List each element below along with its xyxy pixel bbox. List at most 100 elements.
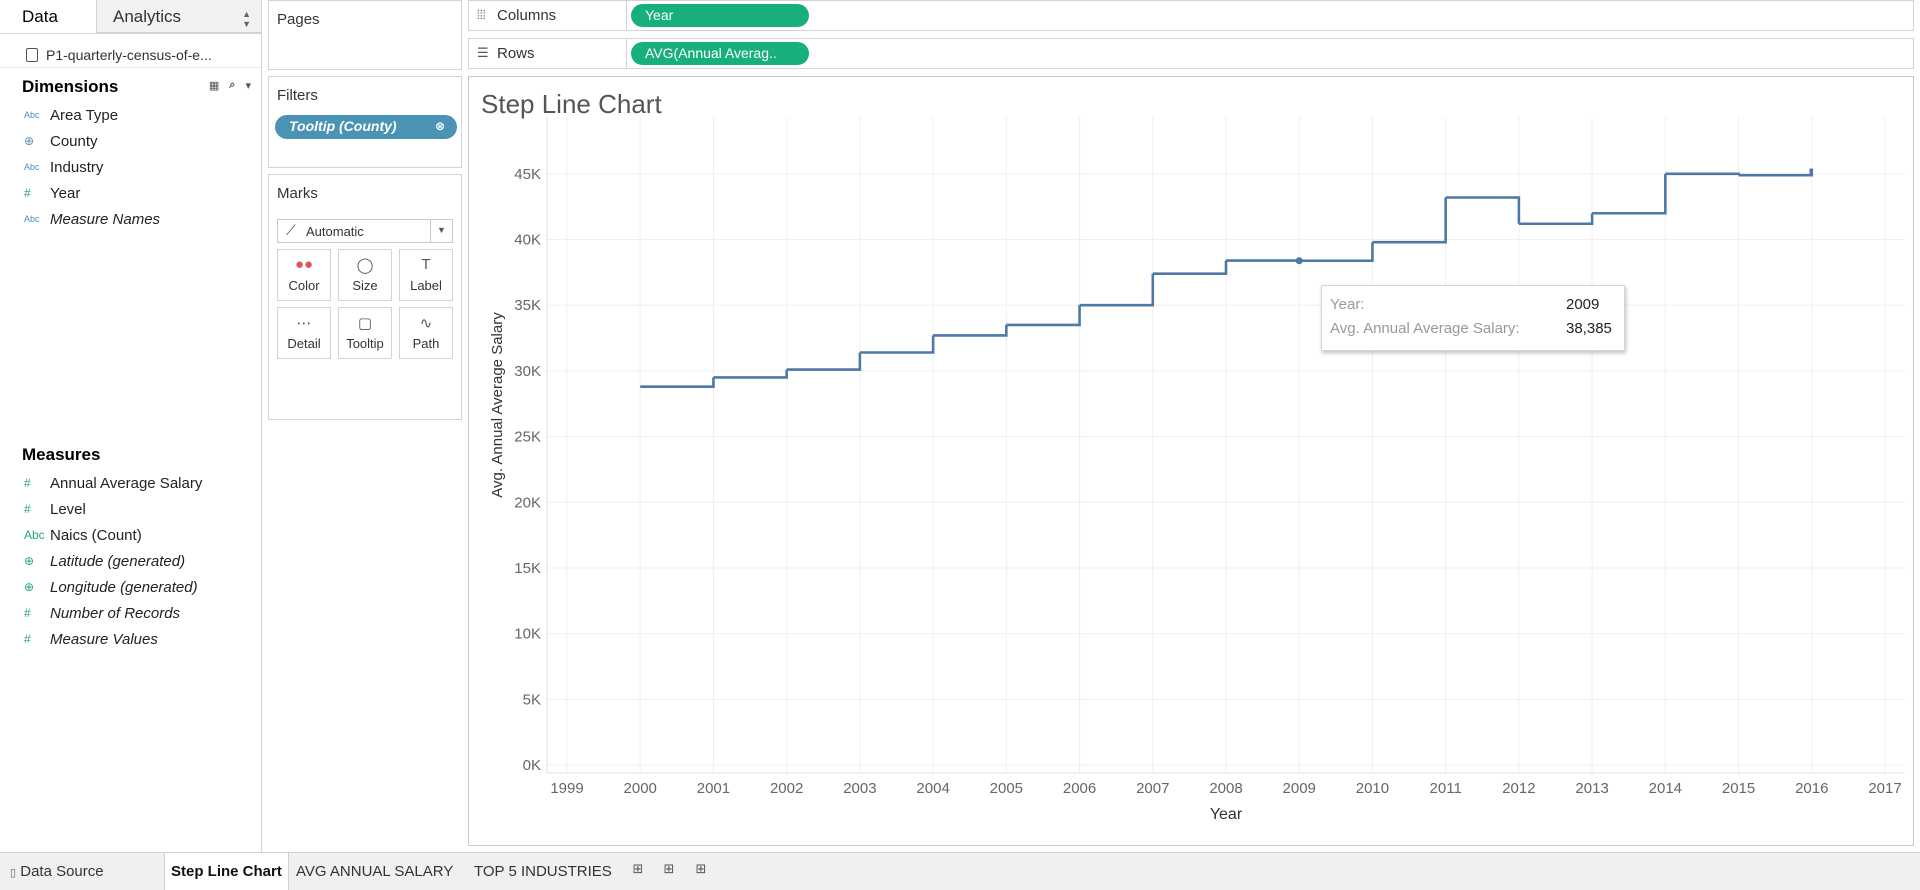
mark-color-button[interactable]: ●● Color bbox=[277, 249, 331, 301]
size-icon: ◯ bbox=[356, 257, 374, 274]
new-worksheet-icon[interactable]: ⊞ bbox=[632, 861, 644, 876]
new-story-icon[interactable]: ⊞ bbox=[695, 861, 707, 876]
step-segment bbox=[1152, 260, 1228, 275]
sheet-tab-bar: ▯ Data Source Step Line Chart AVG ANNUAL… bbox=[0, 852, 1920, 890]
dimension-field[interactable]: Abc Measure Names bbox=[0, 206, 261, 232]
x-tick-label: 2002 bbox=[770, 780, 803, 797]
x-axis-title: Year bbox=[1210, 806, 1243, 823]
color-dots-icon: ●● bbox=[294, 256, 314, 273]
new-dashboard-icon[interactable]: ⊞ bbox=[663, 861, 675, 876]
x-tick-label: 2010 bbox=[1356, 780, 1389, 797]
tab-top-5-industries[interactable]: TOP 5 INDUSTRIES bbox=[474, 863, 612, 880]
tooltip-popup: Year: 2009 Avg. Annual Average Salary: 3… bbox=[1321, 285, 1625, 351]
dimensions-title: Dimensions bbox=[22, 77, 119, 96]
step-segment bbox=[1299, 242, 1374, 263]
mark-tooltip-button[interactable]: ▢ Tooltip bbox=[338, 307, 392, 359]
marks-title: Marks bbox=[277, 185, 318, 202]
measures-title: Measures bbox=[22, 445, 101, 464]
string-type-icon: Abc bbox=[24, 162, 40, 172]
measure-field[interactable]: # Level bbox=[0, 496, 261, 522]
measure-field[interactable]: Abc Naics (Count) bbox=[0, 522, 261, 548]
measure-field-label: Level bbox=[50, 500, 86, 518]
step-segment bbox=[640, 377, 715, 388]
datasource-item[interactable]: P1-quarterly-census-of-e... bbox=[0, 34, 261, 68]
measures-header: Measures bbox=[0, 436, 261, 470]
mark-label-button[interactable]: T Label bbox=[399, 249, 453, 301]
step-segment bbox=[1445, 196, 1521, 224]
string-type-icon: Abc bbox=[24, 528, 45, 542]
filters-card[interactable]: Filters Tooltip (County) ⊗ bbox=[268, 76, 462, 168]
step-line-chart[interactable]: 1999 2000 2001 2002 2003 2004 2005 2006 2007 2008… bbox=[469, 77, 1913, 845]
datasource-label: P1-quarterly-census-of-e... bbox=[46, 46, 212, 63]
link-icon: ⊗ bbox=[434, 119, 445, 133]
dimension-field[interactable]: ⊕ County bbox=[0, 128, 261, 154]
measure-field[interactable]: ⊕ Longitude (generated) bbox=[0, 574, 261, 600]
number-type-icon: # bbox=[24, 632, 31, 646]
datasource-icon: ▯ bbox=[10, 867, 17, 879]
marks-card: Marks ⟋ Automatic ▼ ●● Color ◯ Size T Label ⋯ D… bbox=[268, 174, 462, 420]
tab-step-line-chart[interactable]: Step Line Chart bbox=[164, 853, 289, 890]
pane-tabs: Data Analytics ▲ ▼ bbox=[0, 0, 261, 34]
search-icon[interactable]: ⌕ bbox=[229, 79, 236, 91]
chevron-down-icon[interactable]: ▼ bbox=[430, 220, 452, 242]
pages-card[interactable]: Pages bbox=[268, 0, 462, 70]
string-type-icon: Abc bbox=[24, 214, 40, 224]
dimension-field-label: Year bbox=[50, 184, 81, 202]
tooltip-row-salary: Avg. Annual Average Salary: 38,385 bbox=[1330, 320, 1620, 342]
sheet-title: Step Line Chart bbox=[481, 89, 662, 119]
x-tick-label: 2014 bbox=[1649, 780, 1682, 797]
mark-type-select[interactable]: ⟋ Automatic ▼ bbox=[277, 219, 453, 243]
tooltip-key-year: Year: bbox=[1330, 296, 1365, 313]
mark-button-label: Size bbox=[352, 278, 378, 293]
filter-pill-tooltip-county[interactable]: Tooltip (County) ⊗ bbox=[275, 115, 457, 139]
chevron-down-icon[interactable]: ▾ bbox=[245, 80, 251, 92]
rows-shelf[interactable]: ☰ Rows AVG(Annual Averag.. bbox=[468, 38, 1914, 69]
rows-label-text: Rows bbox=[497, 45, 535, 62]
x-tick-label: 2011 bbox=[1430, 780, 1462, 797]
highlighted-data-point bbox=[1295, 257, 1303, 265]
dimension-field[interactable]: Abc Industry bbox=[0, 154, 261, 180]
columns-icon: ⦙⦙⦙ bbox=[477, 7, 486, 22]
datasource-icon bbox=[26, 47, 38, 62]
mark-button-label: Path bbox=[412, 336, 440, 351]
mark-button-label: Label bbox=[410, 278, 442, 293]
dimension-field-label: County bbox=[50, 132, 98, 150]
viz-area[interactable]: Step Line Chart 1999 2000 2001 2002 2003 2004… bbox=[468, 76, 1914, 846]
tab-avg-annual-salary[interactable]: AVG ANNUAL SALARY bbox=[296, 863, 454, 880]
globe-icon: ⊕ bbox=[24, 580, 35, 594]
line-mark-icon: ⟋ bbox=[286, 222, 296, 238]
y-tick-label: 30K bbox=[514, 363, 541, 380]
x-tick-label: 2017 bbox=[1868, 780, 1901, 797]
columns-shelf[interactable]: ⦙⦙⦙ Columns Year bbox=[468, 0, 1914, 31]
cards-column: Pages Filters Tooltip (County) ⊗ Marks ⟋… bbox=[268, 0, 462, 852]
number-type-icon: # bbox=[24, 502, 31, 516]
globe-icon: ⊕ bbox=[24, 554, 35, 568]
x-tick-label: 2005 bbox=[990, 780, 1023, 797]
number-type-icon: # bbox=[24, 476, 31, 490]
rows-shelf-label: ☰ Rows bbox=[469, 39, 627, 68]
tab-data[interactable]: Data bbox=[0, 0, 96, 33]
tab-data-source-label: Data Source bbox=[20, 863, 104, 880]
number-type-icon: # bbox=[24, 606, 31, 620]
rows-pill-avg-salary[interactable]: AVG(Annual Averag.. bbox=[631, 42, 809, 65]
columns-pill-year[interactable]: Year bbox=[631, 4, 809, 27]
mark-button-label: Tooltip bbox=[346, 336, 384, 351]
measure-field[interactable]: # Annual Average Salary bbox=[0, 470, 261, 496]
dimension-field[interactable]: # Year bbox=[0, 180, 261, 206]
mark-path-button[interactable]: ∿ Path bbox=[399, 307, 453, 359]
mark-detail-button[interactable]: ⋯ Detail bbox=[277, 307, 331, 359]
measure-field[interactable]: # Number of Records bbox=[0, 600, 261, 626]
measure-field[interactable]: ⊕ Latitude (generated) bbox=[0, 548, 261, 574]
tab-analytics[interactable]: Analytics ▲ ▼ bbox=[96, 0, 261, 33]
dimension-field[interactable]: Abc Area Type bbox=[0, 102, 261, 128]
view-toggle-icon[interactable]: ▦ bbox=[208, 80, 220, 92]
tab-data-source[interactable]: ▯ Data Source bbox=[4, 853, 110, 890]
sort-arrows-icon[interactable]: ▲ ▼ bbox=[242, 9, 251, 29]
step-segment bbox=[1592, 173, 1667, 215]
y-tick-label: 45K bbox=[514, 166, 541, 183]
measure-field[interactable]: # Measure Values bbox=[0, 626, 261, 652]
mark-size-button[interactable]: ◯ Size bbox=[338, 249, 392, 301]
measures-list: # Annual Average Salary # Level Abc Naics (Co… bbox=[0, 470, 261, 652]
x-tick-label: 2016 bbox=[1795, 780, 1828, 797]
step-segment bbox=[1372, 197, 1447, 244]
